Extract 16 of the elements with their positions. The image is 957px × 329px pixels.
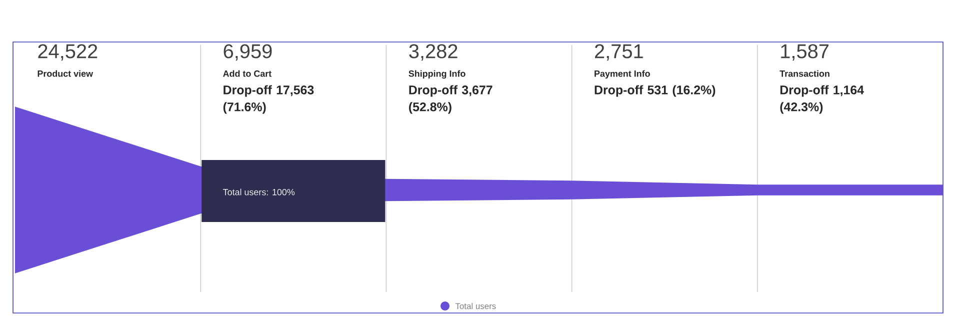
text: Drop-off 531 (16.2%) — [594, 85, 716, 97]
text: Drop-off 1,164 (42.3%) — [780, 85, 864, 114]
text: Drop-off 3,677 (52.8%) — [409, 85, 492, 114]
data-label: 6,959 — [224, 44, 272, 61]
data-label: 3,282 — [409, 44, 458, 61]
text: Total users: 100% — [223, 188, 295, 196]
category-label: Add to Cart — [223, 70, 272, 77]
data-label: 2,751 — [595, 44, 643, 61]
category-label: Product view — [38, 70, 94, 77]
text: Drop-off 17,563 (71.6%) — [223, 85, 314, 114]
category-label: Transaction — [780, 70, 830, 77]
data-label: 1,587 — [781, 44, 828, 61]
legend-label: Total users — [455, 302, 496, 310]
category-label: Payment Info — [594, 70, 650, 79]
data-label: 24,522 — [38, 44, 98, 61]
category-label: Shipping Info — [408, 70, 466, 79]
